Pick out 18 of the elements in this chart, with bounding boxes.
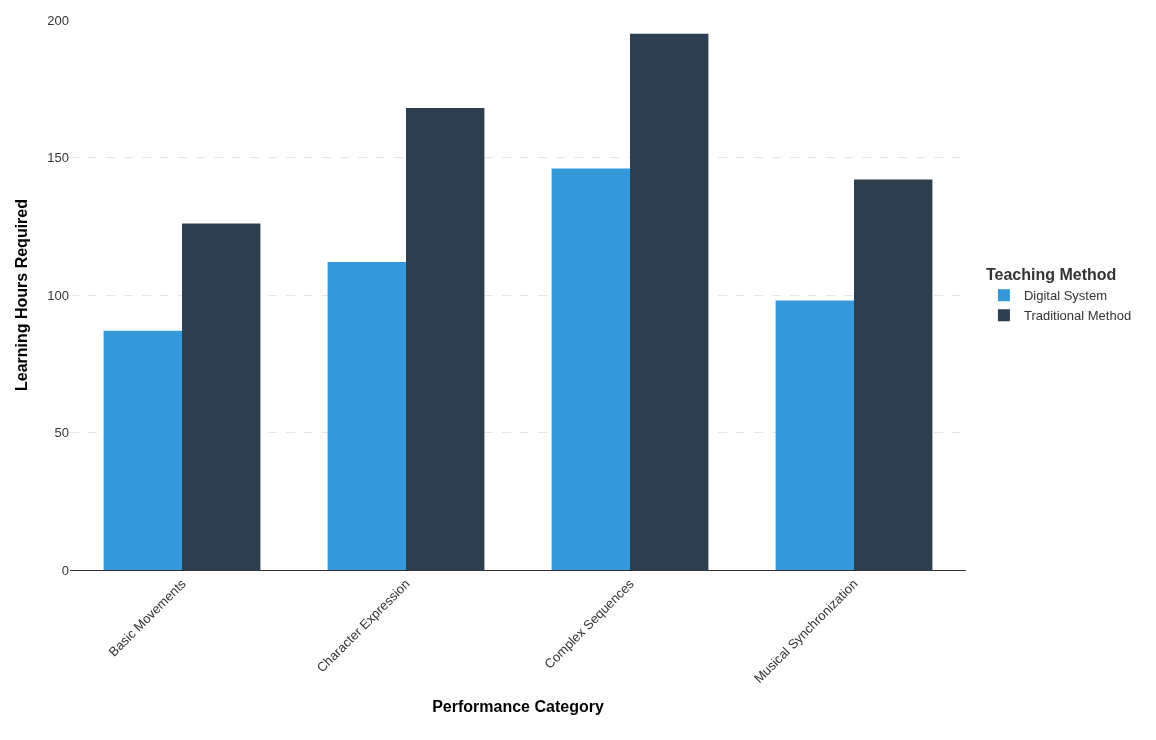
y-tick-label: 50 xyxy=(54,425,69,441)
legend-label: Traditional Method xyxy=(1023,308,1132,324)
bar xyxy=(182,223,261,570)
y-tick-label: 0 xyxy=(61,562,69,578)
bar xyxy=(854,179,933,570)
x-axis-title: Performance Category xyxy=(432,697,604,715)
bar xyxy=(406,108,485,570)
y-tick-label: 100 xyxy=(47,287,69,303)
y-axis-title: Learning Hours Required xyxy=(13,198,31,392)
bar xyxy=(630,33,709,570)
legend-title: Teaching Method xyxy=(985,266,1117,284)
y-tick-label: 150 xyxy=(47,150,69,166)
bar xyxy=(327,262,406,570)
bar xyxy=(551,168,630,570)
y-tick-label: 200 xyxy=(47,12,69,28)
legend-label: Digital System xyxy=(1023,288,1107,304)
bar xyxy=(103,330,182,570)
bar xyxy=(775,300,854,570)
